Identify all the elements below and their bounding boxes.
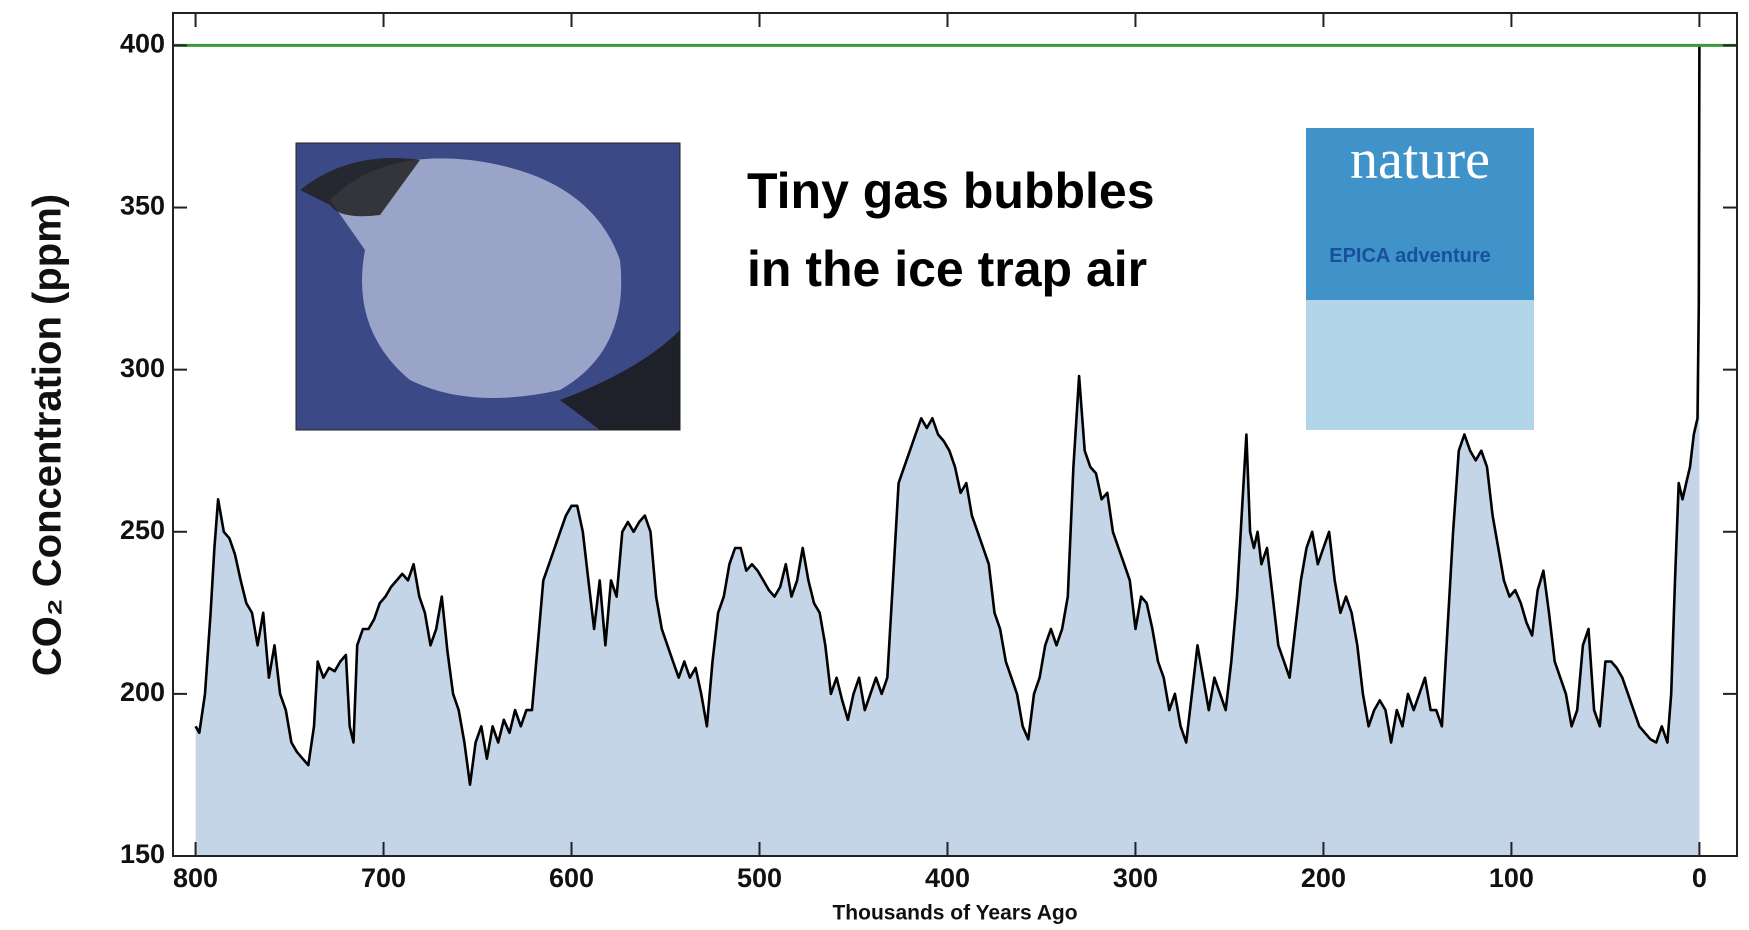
annotation: in the ice trap air	[747, 241, 1147, 297]
nature-cover: nature EPICA adventure	[1306, 128, 1534, 430]
y-tick-label: 200	[120, 677, 165, 707]
y-axis-label: CO₂ Concentration (ppm)	[26, 194, 70, 676]
y-tick-label: 150	[120, 839, 165, 869]
ice-core-photo	[295, 142, 681, 431]
x-axis-label: Thousands of Years Ago	[832, 902, 1077, 925]
cover-headline: EPICA adventure	[1329, 245, 1491, 267]
x-tick-label: 600	[549, 863, 594, 893]
y-tick-label: 250	[120, 515, 165, 545]
x-tick-label: 700	[361, 863, 406, 893]
cover-masthead: nature	[1350, 129, 1490, 191]
x-tick-label: 800	[173, 863, 218, 893]
area	[195, 45, 1700, 856]
x-tick-label: 100	[1489, 863, 1534, 893]
y-tick-label: 300	[120, 353, 165, 383]
plot-frame	[172, 12, 1738, 857]
x-tick-label: 400	[925, 863, 970, 893]
x-tick-label: 200	[1301, 863, 1346, 893]
y-tick-label: 400	[120, 29, 165, 59]
line	[194, 45, 1701, 786]
x-tick-label: 0	[1692, 863, 1707, 893]
x-tick-label: 300	[1113, 863, 1158, 893]
annotation: Tiny gas bubbles	[747, 163, 1155, 219]
x-tick-label: 500	[737, 863, 782, 893]
y-tick-label: 350	[120, 191, 165, 221]
plot-area: 150 200 250 300 350 400 800 700 600 500 400 300 200 1…	[120, 12, 1738, 893]
